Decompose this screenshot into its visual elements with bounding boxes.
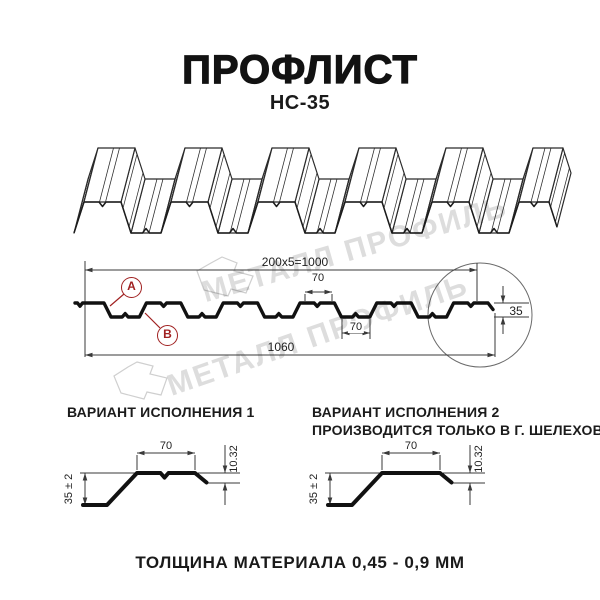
v1-dim-top: 70 — [159, 440, 173, 452]
dim-rib-bottom: 70 — [347, 321, 365, 333]
v1-dim-height: 35 ± 2 — [63, 473, 75, 505]
material-thickness-note: ТОЛЩИНА МАТЕРИАЛА 0,45 - 0,9 ММ — [135, 553, 465, 572]
profile-code: НС-35 — [269, 92, 331, 114]
dim-profile-height: 35 — [509, 304, 523, 318]
marker-b: B — [157, 325, 178, 346]
marker-a: A — [121, 277, 142, 298]
dim-total-width-bottom: 1060 — [267, 340, 295, 354]
v2-dim-height: 35 ± 2 — [308, 473, 320, 505]
marker-leaders — [109, 293, 161, 329]
sheet-3d-drawing — [73, 147, 572, 234]
v1-dim-lip: 10.32 — [228, 445, 240, 473]
page-title: ПРОФЛИСТ — [182, 47, 418, 92]
dim-rib-top: 70 — [311, 272, 325, 284]
variant2-label-line2: ПРОИЗВОДИТСЯ ТОЛЬКО В Г. ШЕЛЕХОВ — [312, 422, 600, 438]
variant2-label-line1: ВАРИАНТ ИСПОЛНЕНИЯ 2 — [312, 404, 500, 420]
variant1-label: ВАРИАНТ ИСПОЛНЕНИЯ 1 — [67, 404, 255, 420]
variant-profiles — [81, 471, 454, 507]
cross-section-profile — [73, 301, 495, 319]
detail-circle — [427, 262, 533, 368]
dimension-arrows — [82, 267, 506, 505]
v2-dim-lip: 10.32 — [473, 445, 485, 473]
logo-shapes — [113, 256, 254, 400]
v2-dim-top: 70 — [404, 440, 418, 452]
dim-total-width-top: 200x5=1000 — [261, 255, 329, 269]
